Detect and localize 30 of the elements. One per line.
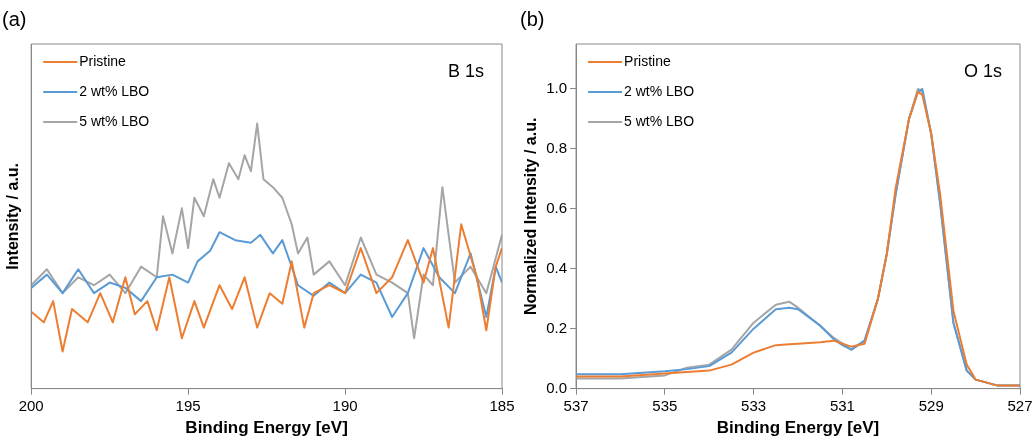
x-tick-label: 185 [489,396,515,414]
x-tick-label: 535 [652,396,678,414]
y-tick-label: 0.4 [546,258,568,276]
legend-label: 2 wt% LBO [79,82,150,99]
y-axis-title: Intensity / a.u. [4,162,22,270]
y-tick-label: 0.2 [546,318,568,336]
legend-label: 2 wt% LBO [624,82,695,99]
x-axis-title: Binding Energy [eV] [716,418,880,438]
legend-label: Pristine [79,52,127,69]
x-tick-label: 533 [741,396,767,414]
x-tick-label: 195 [175,396,201,414]
legend-label: Pristine [624,52,671,69]
x-tick-label: 537 [563,396,589,414]
chart-title: (a) [2,7,27,30]
text: B 1s [447,60,484,81]
y-axis-title: Normalized Intensity / a.u. [522,117,540,315]
chart-title: (b) [520,7,545,30]
legend-label: 5 wt% LBO [79,112,150,129]
y-tick-label: 0.0 [546,378,568,396]
legend-label: 5 wt% LBO [624,112,695,129]
x-axis-title: Binding Energy [eV] [185,418,348,438]
x-tick-label: 527 [1007,396,1033,414]
x-tick-label: 190 [332,396,358,414]
y-tick-label: 0.8 [546,139,568,157]
y-tick-label: 0.6 [546,198,568,216]
x-tick-label: 200 [18,396,44,414]
x-tick-label: 529 [918,396,944,414]
x-tick-label: 531 [829,396,855,414]
annotation: O 1s [963,60,1002,81]
y-tick-label: 1.0 [546,79,568,97]
